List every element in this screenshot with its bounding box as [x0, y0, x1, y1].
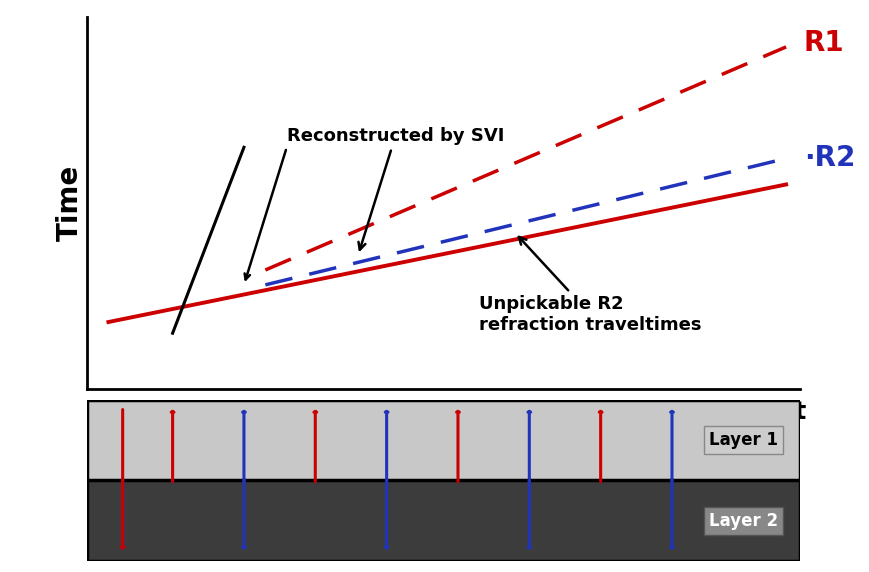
Text: Unpickable R2
refraction traveltimes: Unpickable R2 refraction traveltimes	[479, 237, 701, 334]
Bar	[87, 480, 799, 561]
Text: Offset: Offset	[725, 400, 806, 424]
Text: Layer 1: Layer 1	[708, 431, 777, 450]
Text: Reconstructed by SVI: Reconstructed by SVI	[287, 127, 503, 250]
Text: ·R2: ·R2	[803, 145, 854, 172]
Bar	[87, 400, 799, 480]
Y-axis label: Time: Time	[56, 165, 84, 241]
Text: Layer 2: Layer 2	[708, 511, 777, 530]
Text: R1: R1	[803, 29, 844, 57]
